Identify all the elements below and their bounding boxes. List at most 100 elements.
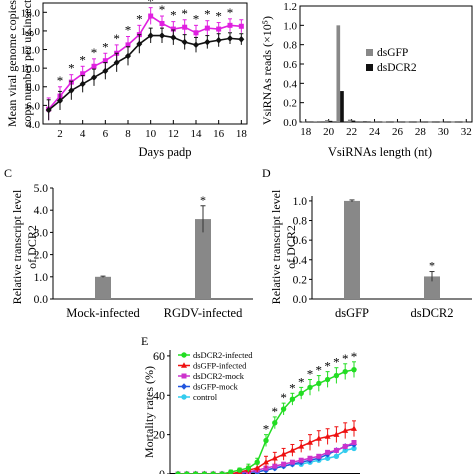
panel-e-legend-label-dsGFP-infected: dsGFP-infected — [193, 361, 247, 371]
panel-e-significance-star: * — [263, 422, 270, 437]
panel-a-significance-star: * — [215, 9, 222, 24]
panel-a-series-1-point — [215, 36, 222, 44]
panel-c-ytick-label: 3.0 — [34, 227, 49, 239]
panel-a-frame — [42, 2, 248, 125]
panel-a-series-1-point — [147, 32, 154, 39]
panel-a-series-0-point — [125, 42, 131, 48]
panel-b-bar-dsGFP — [439, 121, 444, 123]
panel-a-ytick-label: 8.0 — [26, 82, 40, 94]
panel-e-legend-marker-dsGFP-infected — [181, 362, 187, 368]
panel-e-dsGFP-infected-point — [315, 435, 322, 441]
panel-e-dsDCR2-mock-point — [281, 461, 287, 467]
panel-e-dsDCR2-infected-point — [219, 471, 225, 474]
panel-b-bar-dsGFP — [302, 121, 306, 123]
panel-b-ytick-label: 0.0 — [283, 117, 297, 129]
panel-c: C 0.0 1.0 2.0 3.0 4.0 5.0 Mock-infected RGDV-in… — [4, 166, 253, 320]
panel-c-ylabel-line1: Relative transcript level — [10, 189, 24, 304]
panel-d-bar — [424, 276, 440, 299]
panel-e-significance-star: * — [316, 363, 323, 378]
panel-a-significance-star: * — [227, 5, 234, 20]
panel-e-dsDCR2-infected-point — [228, 469, 234, 474]
panel-a-series-0-point — [238, 23, 244, 29]
panel-e-dsDCR2-mock-point — [316, 453, 322, 459]
panel-e-dsGFP-infected-point — [254, 464, 261, 471]
panel-d-ylabel-line2: of DCR2 — [284, 225, 298, 269]
panel-e-dsGFP-infected-point — [271, 455, 278, 461]
panel-b-ytick-label: 0.8 — [283, 40, 297, 52]
panel-d-letter: D — [262, 166, 271, 180]
panel-e-dsDCR2-infected-point — [307, 384, 313, 391]
panel-b-bar-dsDCR2 — [408, 121, 413, 123]
panel-b-xtick-label: 26 — [392, 126, 404, 138]
panel-b-xtick-label: 32 — [461, 126, 472, 138]
panel-e-legend-marker-dsGFP-mock — [181, 383, 187, 390]
panel-a-significance-star: * — [68, 61, 75, 76]
panel-e-significance-star: * — [333, 355, 340, 370]
panel-e-legend-marker-dsDCR2-infected — [181, 352, 187, 358]
panel-a-significance-star: * — [57, 73, 64, 88]
panel-b-bar-dsDCR2 — [340, 91, 344, 122]
panel-a-xlabel: Days padp — [138, 145, 191, 159]
panel-b-xtick-label: 24 — [369, 126, 381, 138]
panel-a-significance-star: * — [181, 6, 188, 21]
panel-b-bar-dsDCR2 — [466, 121, 470, 123]
panel-a-series-1-point — [45, 106, 52, 114]
panel-a-significance-star: * — [193, 11, 200, 26]
panel-b: 0.0 0.2 0.4 0.6 0.8 1.0 1.2 18 20 22 24 26 28 30 32 ds… — [260, 1, 473, 159]
panel-e-significance-star: * — [298, 374, 305, 389]
panel-a-series-1-point — [170, 34, 177, 41]
panel-a-significance-star: * — [136, 11, 143, 26]
panel-e-dsGFP-infected-point — [324, 433, 331, 439]
panel-b-bar-dsDCR2 — [351, 120, 356, 122]
panel-d-ytick-label: 0.4 — [293, 255, 308, 267]
panel-b-legend-swatch-dsDCR2 — [366, 64, 373, 71]
panel-a-significance-star: * — [204, 7, 211, 22]
panel-e-control-point — [324, 455, 331, 461]
panel-a-series-0-point — [227, 22, 233, 28]
panel-b-bar-dsGFP — [428, 121, 432, 123]
panel-a-series-1-point — [57, 97, 63, 105]
panel-b-ytick-label: 0.2 — [283, 98, 297, 110]
panel-b-bar-dsDCR2 — [328, 120, 333, 122]
panel-e-dsDCR2-infected-point — [316, 380, 322, 387]
panel-a-significance-star: * — [170, 8, 177, 23]
panel-a-ytick-label: 6.0 — [26, 100, 40, 112]
panel-e-dsDCR2-mock-point — [325, 449, 331, 455]
panel-b-bar-dsDCR2 — [454, 121, 459, 123]
panel-e-dsDCR2-mock-point — [333, 447, 339, 453]
panel-a-ylabel-line1: Mean viral genome copies (lo — [5, 0, 19, 127]
panel-a-xtick-label: 10 — [145, 128, 157, 140]
panel-e-dsDCR2-infected-point — [324, 376, 331, 383]
panel-a-series-1-point — [113, 59, 120, 66]
panel-b-legend-label-dsDCR2: dsDCR2 — [377, 62, 417, 74]
panel-e-dsGFP-infected-point — [307, 439, 313, 445]
panel-b-xtick-label: 18 — [300, 126, 312, 138]
panel-b-bar-dsGFP — [416, 121, 421, 123]
panel-a-series-0-point — [170, 26, 176, 32]
panel-a-ytick-label: 4.0 — [26, 119, 40, 131]
panel-b-bar-dsDCR2 — [386, 121, 390, 123]
panel-a-series-0-point — [193, 30, 199, 36]
panel-c-letter: C — [4, 166, 12, 180]
panel-b-ytick-label: 0.6 — [283, 59, 297, 71]
panel-e-dsDCR2-infected-point — [175, 471, 181, 474]
panel-a-series-1-point — [91, 74, 97, 81]
panel-b-bar-dsGFP — [405, 121, 409, 123]
panel-e-dsDCR2-mock-point — [342, 443, 348, 449]
panel-d-ytick-label: 0.6 — [293, 235, 308, 247]
panel-a-series-1-point — [68, 87, 75, 94]
panel-b-bar-dsGFP — [451, 121, 455, 123]
panel-e-significance-star: * — [272, 404, 279, 419]
panel-a-significance-star: * — [102, 39, 109, 54]
panel-b-ytick-label: 1.0 — [283, 20, 297, 32]
panel-a-xtick-label: 12 — [168, 128, 179, 140]
panel-b-xlabel: VsiRNAs length (nt) — [328, 145, 432, 159]
panel-a-series-1-point — [227, 35, 233, 42]
panel-e-dsDCR2-mock-point — [351, 440, 357, 446]
panel-d-ytick-label: 0.0 — [293, 294, 308, 306]
panel-e-ytick-label: 0 — [159, 467, 165, 474]
panel-b-xtick-label: 30 — [438, 126, 450, 138]
panel-e-significance-star: * — [280, 390, 287, 405]
